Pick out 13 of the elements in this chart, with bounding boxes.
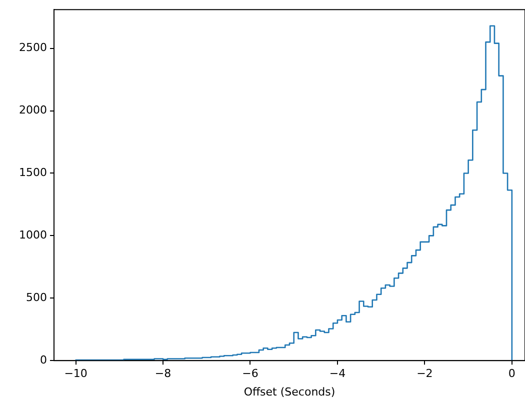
y-tick-label: 1500 [18,166,47,180]
y-tick-label: 1000 [18,228,47,242]
x-tick-label: −8 [154,367,172,380]
y-tick-label: 500 [26,291,47,304]
y-tick-label: 2000 [18,104,47,117]
y-tick-label: 0 [40,353,47,366]
x-axis-title: Offset (Seconds) [244,385,336,398]
x-tick-label: −2 [416,367,433,380]
x-tick-label: 0 [508,367,516,380]
x-tick-label: −6 [242,367,258,380]
x-tick-label: −10 [64,367,88,380]
x-tick-label: −4 [329,367,346,380]
y-tick-label: 2500 [18,41,47,54]
